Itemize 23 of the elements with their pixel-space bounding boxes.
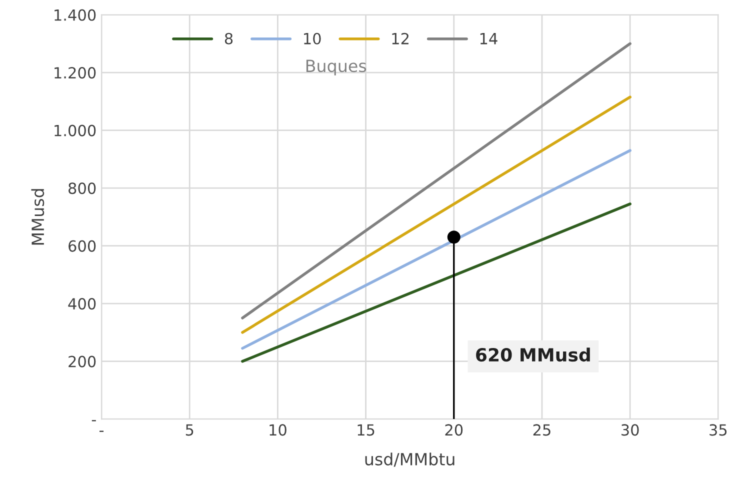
y-tick-label: 800 xyxy=(68,182,96,194)
y-tick-label: 1.000 xyxy=(54,124,96,136)
legend-label: 8 xyxy=(224,32,233,44)
legend-label: 14 xyxy=(480,33,498,44)
x-tick-label: 30 xyxy=(622,424,639,436)
x-tick-label: 20 xyxy=(445,424,463,436)
y-tick-label: 600 xyxy=(68,240,96,252)
annotation: 620 MMusd xyxy=(476,348,590,362)
y-tick-label: - xyxy=(92,420,96,422)
y-tick-label: 1.200 xyxy=(54,67,96,79)
legend-title: Buques xyxy=(306,60,366,76)
y-tick-label: 200 xyxy=(68,356,96,368)
x-axis-title: usd/MMbtu xyxy=(365,452,454,467)
legend-label: 10 xyxy=(304,32,321,44)
x-tick-label: 25 xyxy=(533,424,550,436)
legend-label: 12 xyxy=(392,32,408,44)
x-tick-label: 5 xyxy=(186,424,194,436)
y-axis-title: MMusd xyxy=(31,189,44,245)
x-tick-label: 15 xyxy=(358,424,374,436)
y-tick-label: 400 xyxy=(68,298,96,310)
x-tick-label: 10 xyxy=(270,424,286,436)
y-tick-label: 1.400 xyxy=(54,9,96,21)
x-tick-label: 35 xyxy=(710,424,727,436)
